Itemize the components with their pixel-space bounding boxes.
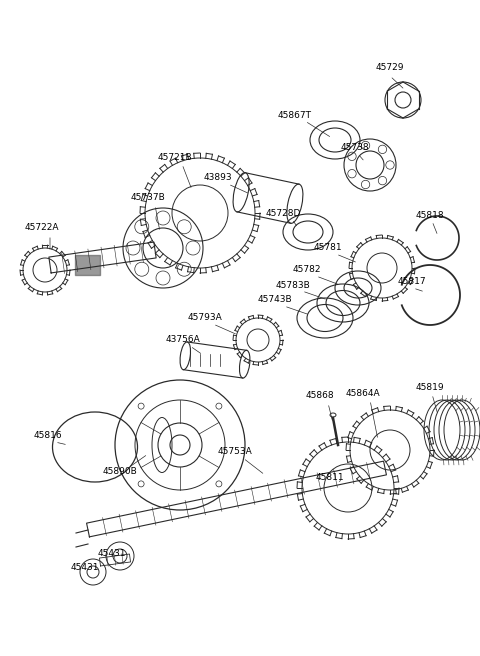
Text: 45743B: 45743B — [258, 295, 292, 304]
Text: 45753A: 45753A — [217, 447, 252, 457]
Text: 45783B: 45783B — [276, 281, 311, 289]
Text: 45431: 45431 — [71, 564, 99, 573]
Text: 45890B: 45890B — [103, 468, 137, 476]
Text: 45737B: 45737B — [131, 194, 166, 203]
Text: 45816: 45816 — [34, 430, 62, 440]
Text: 45868: 45868 — [306, 390, 334, 400]
Text: 45867T: 45867T — [278, 110, 312, 119]
Text: 45431: 45431 — [98, 548, 126, 558]
Text: 45738: 45738 — [341, 144, 369, 152]
Text: 45818: 45818 — [416, 211, 444, 220]
Text: 45811: 45811 — [316, 474, 344, 483]
Text: 45729: 45729 — [376, 64, 404, 73]
Text: 45864A: 45864A — [346, 388, 380, 398]
Text: 43893: 43893 — [204, 173, 232, 182]
Text: 45817: 45817 — [398, 277, 426, 287]
Text: 43756A: 43756A — [166, 335, 200, 344]
Text: 45819: 45819 — [416, 384, 444, 392]
Text: 45721B: 45721B — [158, 154, 192, 163]
Text: 45722A: 45722A — [25, 224, 59, 232]
Text: 45781: 45781 — [314, 243, 342, 253]
Text: 45793A: 45793A — [188, 314, 222, 323]
Text: 45728D: 45728D — [265, 209, 300, 218]
Text: 45782: 45782 — [293, 266, 321, 274]
